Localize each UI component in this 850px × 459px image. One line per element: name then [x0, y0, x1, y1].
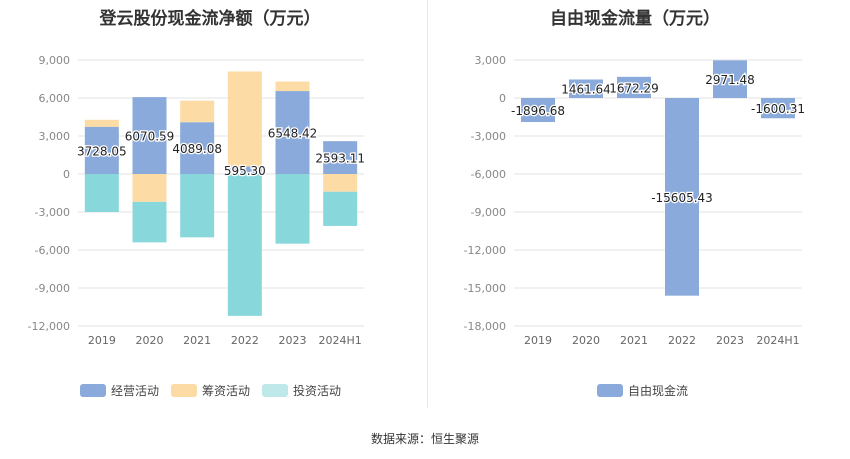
right-legend: 自由现金流 — [597, 382, 700, 399]
left-x-tick-label: 2019 — [88, 334, 116, 347]
legend-swatch-free-cash-flow — [597, 384, 623, 397]
left-bar-筹资活动 — [84, 119, 119, 127]
right-x-tick-label: 2022 — [668, 334, 696, 347]
right-y-tick-label: -3,000 — [471, 130, 506, 143]
right-data-label: 2971.48 — [705, 73, 755, 87]
right-bar-自由现金流 — [521, 98, 555, 123]
left-x-tick-label: 2020 — [136, 334, 164, 347]
data-source-note: 数据来源：恒生聚源 — [370, 432, 479, 446]
left-bar-筹资活动 — [132, 174, 167, 202]
legend-item-operating[interactable]: 经营活动 — [80, 382, 159, 399]
legend-item-financing[interactable]: 筹资活动 — [171, 382, 250, 399]
left-chart-title: 登云股份现金流净额（万元） — [99, 9, 321, 29]
legend-swatch-operating — [80, 384, 106, 397]
panel-divider — [427, 0, 428, 408]
left-bar-筹资活动 — [227, 71, 262, 167]
left-bar-投资活动 — [275, 174, 310, 244]
left-x-tick-label: 2023 — [279, 334, 307, 347]
left-x-tick-label: 2021 — [183, 334, 211, 347]
left-data-label: 595.30 — [224, 164, 266, 178]
right-bar-自由现金流 — [617, 76, 651, 98]
left-data-label: 3728.05 — [77, 144, 127, 158]
legend-item-investing[interactable]: 投资活动 — [262, 382, 341, 399]
legend-item-free-cash-flow[interactable]: 自由现金流 — [597, 382, 688, 399]
left-bar-经营活动 — [323, 141, 358, 174]
left-data-label: 6548.42 — [268, 127, 318, 141]
right-data-label: 1672.29 — [609, 81, 659, 95]
right-x-tick-label: 2024H1 — [756, 334, 799, 347]
left-y-tick-label: -6,000 — [35, 244, 70, 257]
right-x-tick-label: 2020 — [572, 334, 600, 347]
legend-label-free-cash-flow: 自由现金流 — [628, 384, 689, 398]
right-bar-自由现金流 — [761, 98, 795, 119]
right-data-label: 1461.64 — [561, 83, 611, 97]
right-bar-自由现金流 — [713, 60, 747, 98]
right-y-tick-label: -12,000 — [464, 244, 506, 257]
right-x-tick-label: 2019 — [524, 334, 552, 347]
right-y-tick-label: 0 — [499, 92, 506, 105]
left-bar-经营活动 — [180, 122, 215, 174]
legend-swatch-investing — [262, 384, 289, 397]
right-data-label: -15605.43 — [651, 191, 713, 205]
right-y-tick-label: -6,000 — [471, 168, 506, 181]
left-y-tick-label: -3,000 — [35, 206, 70, 219]
legend-swatch-financing — [171, 384, 198, 397]
right-x-tick-label: 2023 — [716, 334, 744, 347]
left-data-label: 4089.08 — [172, 142, 222, 156]
right-bar-自由现金流 — [665, 98, 699, 296]
left-x-tick-label: 2024H1 — [319, 334, 362, 347]
left-y-tick-label: 3,000 — [39, 130, 71, 143]
right-bar-自由现金流 — [569, 79, 603, 98]
left-bar-经营活动 — [227, 166, 262, 174]
legend-label-financing: 筹资活动 — [202, 384, 251, 398]
right-y-tick-label: -9,000 — [471, 206, 506, 219]
left-bar-投资活动 — [180, 174, 215, 238]
right-y-tick-label: 3,000 — [475, 54, 507, 67]
left-y-tick-label: -9,000 — [35, 282, 70, 295]
left-bar-经营活动 — [132, 97, 167, 174]
left-y-tick-label: 9,000 — [39, 54, 71, 67]
left-y-tick-label: 0 — [63, 168, 70, 181]
left-data-label: 6070.59 — [125, 130, 175, 144]
right-data-label: -1600.31 — [751, 102, 805, 116]
left-bar-筹资活动 — [180, 100, 215, 123]
right-y-tick-label: -18,000 — [464, 320, 506, 333]
left-bar-投资活动 — [323, 191, 358, 226]
left-y-tick-label: -12,000 — [28, 320, 70, 333]
left-data-label: 2593.11 — [315, 152, 365, 166]
left-y-tick-label: 6,000 — [39, 92, 71, 105]
left-bar-筹资活动 — [275, 81, 310, 92]
left-bar-经营活动 — [84, 126, 119, 174]
left-bar-经营活动 — [275, 91, 310, 174]
right-y-tick-label: -15,000 — [464, 282, 506, 295]
right-data-label: -1896.68 — [511, 104, 565, 118]
left-bar-筹资活动 — [323, 174, 358, 192]
legend-label-operating: 经营活动 — [111, 384, 160, 398]
left-legend: 经营活动 筹资活动 投资活动 — [80, 382, 353, 399]
right-x-tick-label: 2021 — [620, 334, 648, 347]
left-bar-投资活动 — [132, 201, 167, 243]
legend-label-investing: 投资活动 — [293, 384, 342, 398]
left-x-tick-label: 2022 — [231, 334, 259, 347]
right-chart-title: 自由现金流量（万元） — [550, 9, 720, 29]
left-bar-投资活动 — [84, 174, 119, 212]
left-bar-投资活动 — [227, 174, 262, 316]
